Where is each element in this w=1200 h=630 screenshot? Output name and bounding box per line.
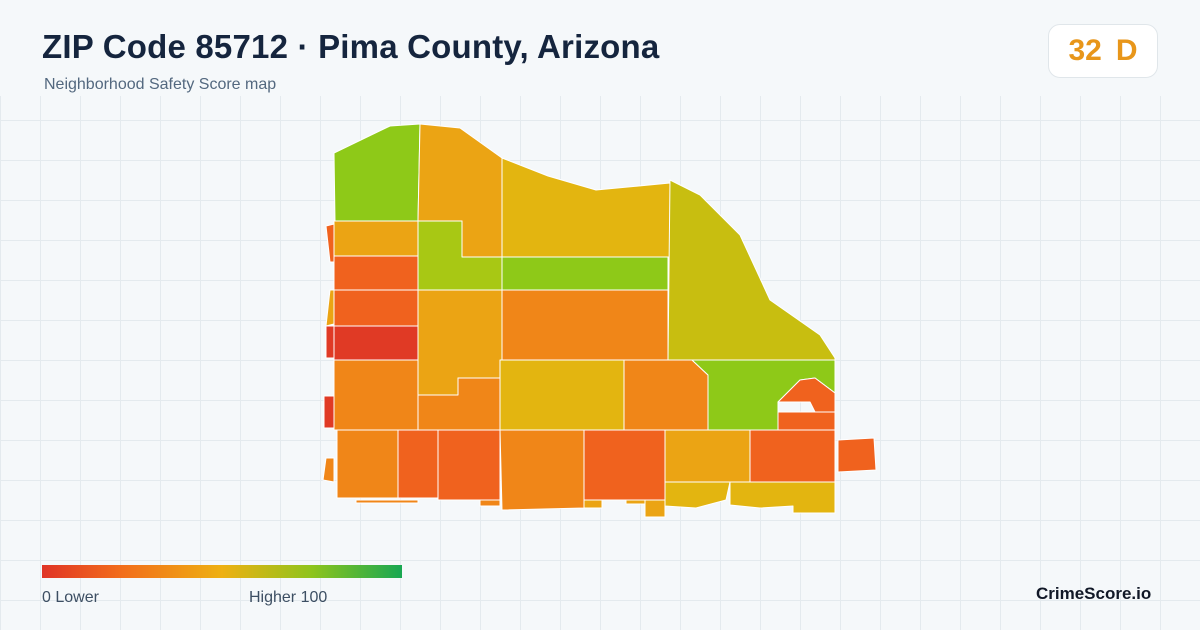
score-value: 32: [1068, 34, 1102, 67]
map-region[interactable]: [333, 255, 419, 291]
map-region[interactable]: [501, 157, 671, 258]
map-region[interactable]: [437, 429, 501, 501]
map-region[interactable]: [777, 377, 836, 413]
map-region[interactable]: [397, 429, 439, 499]
map-region[interactable]: [664, 429, 751, 483]
map-region[interactable]: [664, 481, 731, 509]
map-region[interactable]: [777, 411, 836, 431]
map-region[interactable]: [333, 359, 419, 431]
map-region[interactable]: [729, 481, 836, 514]
map-region[interactable]: [333, 289, 419, 327]
map-region[interactable]: [333, 123, 421, 222]
page-header: ZIP Code 85712 · Pima County, Arizona Ne…: [0, 0, 1200, 96]
map-region[interactable]: [625, 499, 646, 505]
map-region[interactable]: [644, 499, 666, 518]
page-subtitle: Neighborhood Safety Score map: [44, 76, 277, 93]
map-region[interactable]: [583, 429, 666, 501]
map-region[interactable]: [325, 289, 335, 327]
map-region[interactable]: [333, 220, 419, 257]
map-region[interactable]: [322, 457, 335, 483]
map-region[interactable]: [333, 325, 419, 361]
map-region[interactable]: [325, 223, 335, 263]
map-region[interactable]: [355, 499, 419, 504]
safety-score-badge: 32 D: [1048, 24, 1158, 78]
legend-color-scale: [42, 565, 402, 578]
map-region[interactable]: [501, 289, 669, 361]
legend-high-label: Higher 100: [249, 589, 328, 606]
map-region[interactable]: [501, 256, 669, 291]
page-title: ZIP Code 85712 · Pima County, Arizona: [42, 28, 660, 65]
map-region[interactable]: [583, 499, 603, 509]
map-region[interactable]: [325, 325, 335, 359]
map-region[interactable]: [667, 179, 836, 361]
map-region[interactable]: [837, 437, 877, 473]
map-region[interactable]: [479, 499, 501, 507]
map-region[interactable]: [323, 395, 335, 429]
map-region[interactable]: [749, 429, 836, 483]
score-grade: D: [1115, 34, 1138, 67]
map-region[interactable]: [623, 359, 709, 431]
legend-low-label: 0 Lower: [42, 589, 99, 606]
map-region[interactable]: [336, 429, 399, 499]
brand-logo-text[interactable]: CrimeScore.io: [1036, 584, 1152, 603]
map-region[interactable]: [499, 359, 625, 431]
map-region[interactable]: [499, 429, 585, 511]
